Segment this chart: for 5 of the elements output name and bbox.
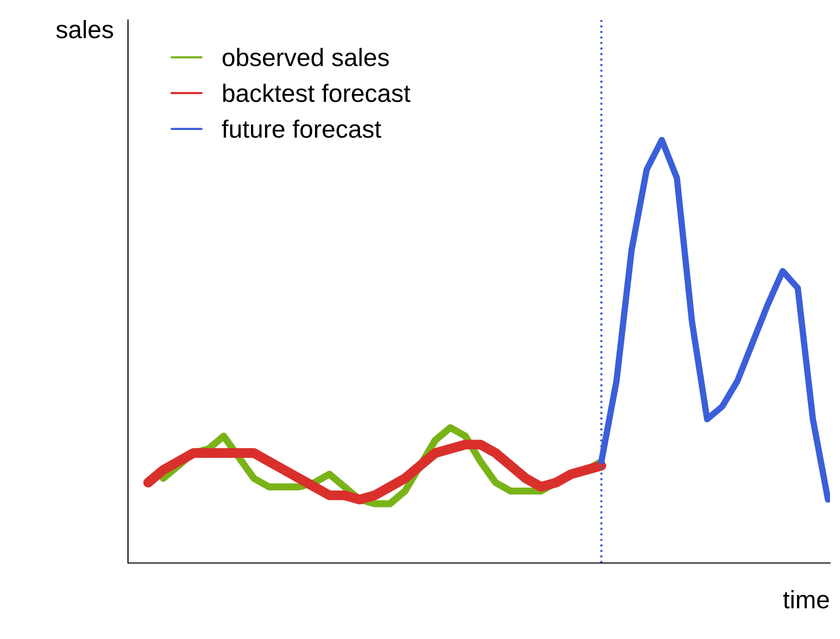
x-axis-title: time xyxy=(783,590,829,609)
legend-label: future forecast xyxy=(222,120,382,138)
y-axis-title: sales xyxy=(56,20,114,38)
legend-label: observed sales xyxy=(222,48,389,66)
legend-label: backtest forecast xyxy=(223,84,410,102)
